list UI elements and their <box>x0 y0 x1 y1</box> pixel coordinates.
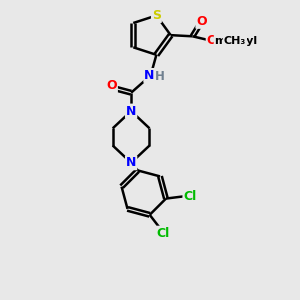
Text: methyl: methyl <box>214 36 258 46</box>
Text: N: N <box>144 69 155 82</box>
Text: O: O <box>207 34 217 47</box>
Text: N: N <box>126 105 136 118</box>
Text: S: S <box>152 9 161 22</box>
Text: methyl: methyl <box>234 40 239 41</box>
Text: N: N <box>126 156 136 169</box>
Text: CH₃: CH₃ <box>224 36 246 46</box>
Text: Cl: Cl <box>157 227 170 240</box>
Text: Cl: Cl <box>183 190 197 203</box>
Text: O: O <box>196 15 207 28</box>
Text: O: O <box>106 79 117 92</box>
Text: H: H <box>155 70 165 83</box>
